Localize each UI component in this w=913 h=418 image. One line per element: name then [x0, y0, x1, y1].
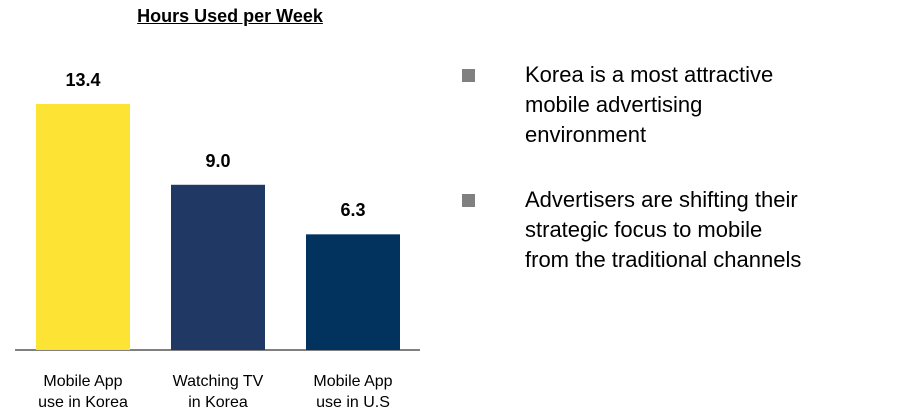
bullet-text: Advertisers are shifting their strategic…	[525, 187, 802, 272]
bar	[36, 104, 130, 350]
value-label: 13.4	[65, 70, 101, 90]
x-tick-label: Watching TV in Korea	[172, 373, 264, 411]
x-tick-label: Mobile App use in U.S	[313, 373, 393, 411]
x-tick-label: Mobile App use in Korea	[38, 373, 128, 411]
bullet-marker	[462, 69, 475, 82]
bar	[306, 234, 400, 350]
bullet-text: Korea is a most attractive mobile advert…	[525, 62, 774, 147]
bullet-marker	[462, 194, 475, 207]
bar	[171, 184, 265, 350]
chart-title: Hours Used per Week	[137, 6, 323, 26]
value-label: 9.0	[205, 150, 231, 171]
value-label: 6.3	[340, 200, 366, 221]
